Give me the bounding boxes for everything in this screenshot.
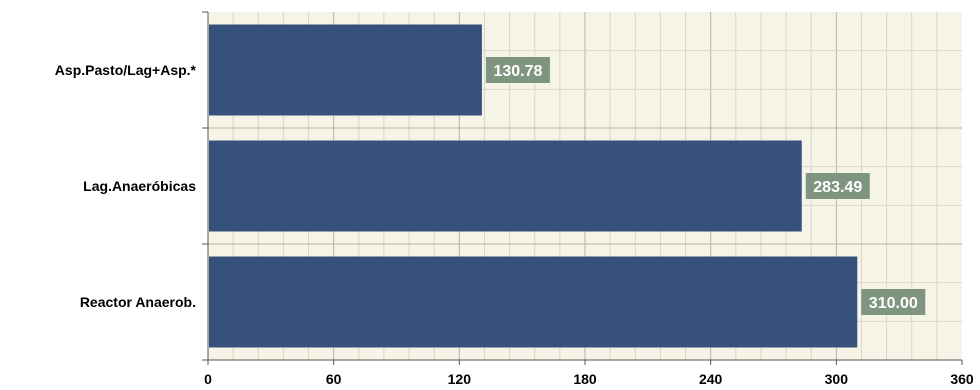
x-tick-label: 240	[699, 371, 723, 387]
tick-labels: 0 60 120 180 240 300 360	[204, 360, 974, 387]
data-label: 283.49	[813, 179, 862, 196]
x-tick-label: 0	[204, 371, 212, 387]
data-label: 310.00	[869, 295, 918, 312]
x-tick-label: 60	[326, 371, 342, 387]
data-label: 130.78	[493, 63, 542, 80]
category-label: Lag.Anaeróbicas	[83, 178, 196, 194]
bars-group	[209, 24, 858, 348]
x-tick-label: 300	[825, 371, 849, 387]
bar	[209, 256, 858, 348]
bar	[209, 24, 482, 116]
category-label: Reactor Anaerob.	[80, 294, 196, 310]
category-label: Asp.Pasto/Lag+Asp.*	[55, 62, 197, 78]
data-labels: 130.78 283.49 310.00	[485, 57, 926, 315]
data-label-box	[805, 173, 870, 199]
data-label-box	[485, 57, 550, 83]
x-tick-label: 360	[950, 371, 974, 387]
bar	[209, 140, 802, 232]
x-tick-label: 180	[573, 371, 597, 387]
x-tick-label: 120	[448, 371, 472, 387]
data-label-box	[861, 289, 926, 315]
category-labels: Asp.Pasto/Lag+Asp.* Lag.Anaeróbicas Reacto…	[55, 62, 197, 310]
